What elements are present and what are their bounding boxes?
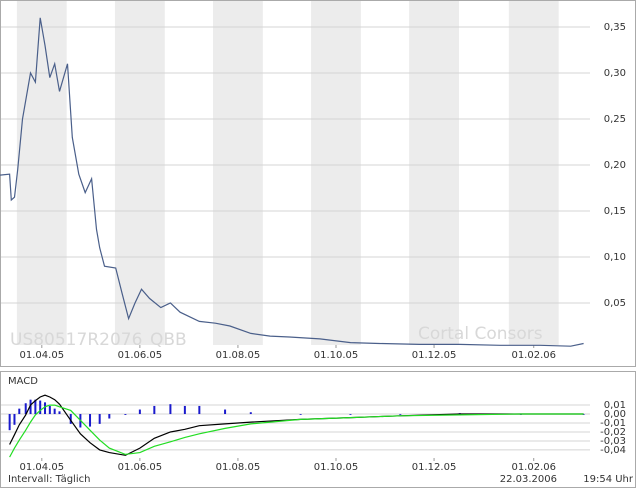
interval: Intervall: Täglich <box>8 474 90 485</box>
y-tick-label: 0,20 <box>604 160 626 171</box>
month-band <box>508 1 559 345</box>
x-tick-label: 01.12.05 <box>412 350 457 361</box>
month-band <box>114 1 165 345</box>
histogram-bar <box>153 405 156 415</box>
macd-chart: 0,010,00-0,01-0,02-0,03-0,04 01.04.05 01.0… <box>1 394 626 473</box>
histogram-bar <box>98 414 101 424</box>
series-line <box>0 17 584 347</box>
x-tick-label: 01.06.05 <box>118 462 163 473</box>
histogram-bar <box>169 404 172 415</box>
y-tick-label: -0,02 <box>600 427 626 438</box>
x-tick-label: 01.10.05 <box>314 350 359 361</box>
x-tick-label: 01.04.05 <box>20 350 65 361</box>
histogram-bar <box>138 409 141 415</box>
y-tick-label: 0,10 <box>604 252 626 263</box>
histogram-bar <box>399 414 402 415</box>
histogram-bar <box>53 408 56 415</box>
time: 19:54 Uhr <box>583 474 634 485</box>
histogram-bar <box>349 414 352 415</box>
y-tick-label: 0,25 <box>604 114 626 125</box>
x-tick-label: 01.04.05 <box>20 462 65 473</box>
histogram-bar <box>249 412 252 415</box>
histogram-bar <box>29 399 32 415</box>
y-tick-label: 0,30 <box>604 68 626 79</box>
y-tick-label: -0,01 <box>600 418 626 429</box>
y-tick-label: 0,05 <box>604 298 626 309</box>
y-tick-label: 0,35 <box>604 22 626 33</box>
histogram-bar <box>48 405 51 415</box>
watermark: US80517R2076 <box>10 330 142 350</box>
series-line <box>9 404 584 458</box>
histogram-bar <box>39 400 42 415</box>
x-tick-label: 01.02.06 <box>511 350 556 361</box>
histogram-bar <box>58 411 61 415</box>
month-band <box>213 1 263 345</box>
x-tick-label: 01.08.05 <box>216 350 261 361</box>
price-chart: 0,05 0,10 0,15 0,20 0,25 0,30 0,35 01.04.05 01.0… <box>0 1 626 361</box>
x-tick-label: 01.06.05 <box>118 350 163 361</box>
histogram-bar <box>108 414 111 419</box>
histogram-bar <box>13 414 16 425</box>
y-tick-label: 0,01 <box>604 400 626 411</box>
histogram-bar <box>34 399 37 415</box>
macd-panel <box>0 371 636 488</box>
y-tick-label: -0,04 <box>600 445 626 456</box>
month-band <box>409 1 459 345</box>
date: 22.03.2006 <box>500 474 557 485</box>
histogram-bar <box>8 414 11 431</box>
histogram-bar <box>89 414 92 427</box>
histogram-bar <box>299 414 302 415</box>
x-tick-label: 01.10.05 <box>314 462 359 473</box>
month-band <box>311 1 361 345</box>
month-band <box>16 1 67 345</box>
histogram-bar <box>183 405 186 415</box>
histogram-bar <box>69 414 72 424</box>
watermark: QBB <box>150 330 187 350</box>
y-tick-label: 0,15 <box>604 206 626 217</box>
macd-title: MACD <box>8 376 38 387</box>
histogram-bar <box>44 402 47 415</box>
x-tick-label: 01.02.06 <box>511 462 556 473</box>
histogram-bar <box>24 403 27 415</box>
y-tick-label: 0,00 <box>604 409 626 420</box>
x-tick-label: 01.08.05 <box>216 462 261 473</box>
histogram-bar <box>224 409 227 415</box>
histogram-bar <box>198 405 201 415</box>
y-tick-label: -0,03 <box>600 436 626 447</box>
x-tick-label: 01.12.05 <box>412 462 457 473</box>
histogram-bar <box>124 414 127 415</box>
watermark: Cortal Consors <box>418 324 543 344</box>
histogram-bar <box>18 408 21 415</box>
